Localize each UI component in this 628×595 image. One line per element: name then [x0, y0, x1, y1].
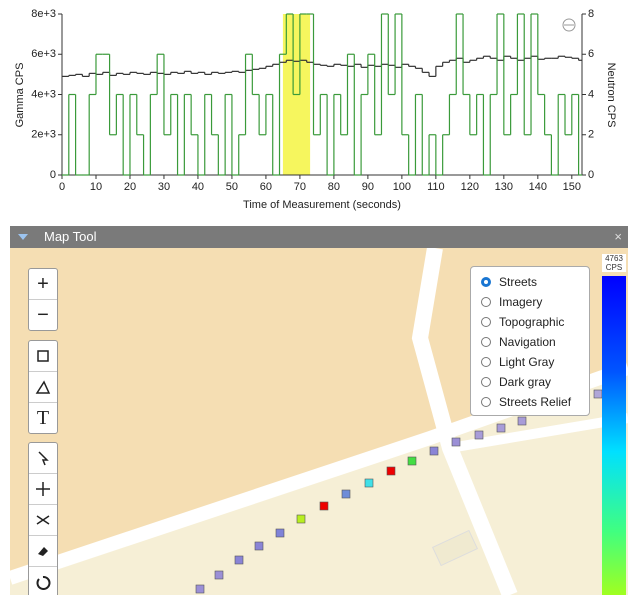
layer-name: Light Gray [499, 355, 555, 369]
edit-tools [28, 442, 58, 595]
scale-unit: CPS [605, 263, 623, 272]
x-tick-label: 140 [529, 181, 547, 193]
chart: Gamma CPS Neutron CPS Time of Measuremen… [14, 8, 617, 211]
x-tick-label: 0 [59, 181, 65, 193]
panel-header: Map Tool × [10, 226, 628, 248]
draw-tools: T [28, 340, 58, 434]
move-tool[interactable] [29, 474, 57, 505]
layer-list: Streets Imagery Topographic Navigation Light… [470, 266, 590, 416]
y2-axis-label: Neutron CPS [605, 63, 617, 128]
x-tick-label: 30 [158, 181, 170, 193]
panel-title: Map Tool [44, 229, 97, 244]
color-scale [602, 276, 626, 595]
zoom-controls: + − [28, 268, 58, 331]
x-tick-label: 100 [393, 181, 411, 193]
rect-tool[interactable] [29, 341, 57, 372]
icon [38, 547, 48, 556]
icon [36, 482, 50, 496]
y-tick-label: 4e+3 [31, 88, 56, 100]
icon [36, 576, 51, 590]
layer-option[interactable]: Topographic [471, 312, 589, 332]
cut-tool[interactable] [29, 505, 57, 536]
x-tick-label: 130 [495, 181, 513, 193]
zoom-out[interactable]: − [37, 303, 49, 326]
y-tick-label: 0 [50, 169, 56, 181]
layer-name: Topographic [499, 315, 565, 329]
layer-name: Streets [499, 275, 538, 289]
x-tick-label: 40 [192, 181, 204, 193]
map-panel: Map Tool × + − T Streets I [10, 226, 628, 595]
radio[interactable] [481, 357, 491, 367]
x-tick-label: 90 [362, 181, 374, 193]
icon [35, 380, 51, 394]
layer-option[interactable]: Light Gray [471, 352, 589, 372]
close[interactable]: × [614, 229, 622, 244]
x-tick-label: 150 [563, 181, 581, 193]
y2-tick-label: 6 [588, 48, 594, 60]
select-tool[interactable] [29, 443, 57, 474]
layer-name: Imagery [499, 295, 543, 309]
x-axis-label: Time of Measurement (seconds) [243, 199, 401, 211]
x-tick-label: 60 [260, 181, 272, 193]
layer-option[interactable]: Navigation [471, 332, 589, 352]
road [449, 413, 628, 453]
layer-option[interactable]: Dark gray [471, 372, 589, 392]
radio[interactable] [481, 397, 491, 407]
icon [38, 451, 49, 466]
points [195, 389, 603, 594]
x-tick-label: 80 [328, 181, 340, 193]
erase-tool[interactable] [29, 536, 57, 567]
y2-tick-label: 2 [588, 129, 594, 141]
collapse[interactable] [18, 234, 28, 240]
building [431, 529, 479, 567]
y-tick-label: 6e+3 [31, 48, 56, 60]
layer-option[interactable]: Imagery [471, 292, 589, 312]
x-tick-label: 70 [294, 181, 306, 193]
icon [37, 350, 49, 362]
layer-name: Navigation [499, 335, 556, 349]
y-tick-label: 2e+3 [31, 129, 56, 141]
y2-tick-label: 4 [588, 88, 594, 100]
radio[interactable] [481, 297, 491, 307]
x-tick-label: 120 [461, 181, 479, 193]
y2-tick-label: 8 [588, 8, 594, 20]
layer-name: Dark gray [499, 375, 552, 389]
layer-name: Streets Relief [499, 395, 572, 409]
radio[interactable] [481, 377, 491, 387]
layer-option[interactable]: Streets Relief [471, 392, 589, 412]
text-tool[interactable]: T [36, 406, 50, 429]
x-tick-label: 110 [427, 181, 445, 193]
x-tick-label: 20 [124, 181, 136, 193]
y-tick-label: 8e+3 [31, 8, 56, 20]
x-tick-label: 10 [90, 181, 102, 193]
x-tick-label: 50 [226, 181, 238, 193]
reset-icon[interactable] [562, 18, 576, 32]
line-tool[interactable] [29, 372, 57, 403]
icon [36, 515, 50, 525]
radio[interactable] [481, 317, 491, 327]
y2-tick-label: 0 [588, 169, 594, 181]
y-axis-label: Gamma CPS [14, 63, 26, 128]
zoom-in[interactable]: + [29, 269, 57, 300]
color-scale-label: 4763 CPS [602, 254, 626, 272]
undo-tool[interactable] [29, 567, 57, 595]
road [411, 248, 518, 595]
scale-max: 4763 [605, 254, 623, 263]
radio[interactable] [481, 277, 491, 287]
radio[interactable] [481, 337, 491, 347]
layer-option[interactable]: Streets [471, 272, 589, 292]
